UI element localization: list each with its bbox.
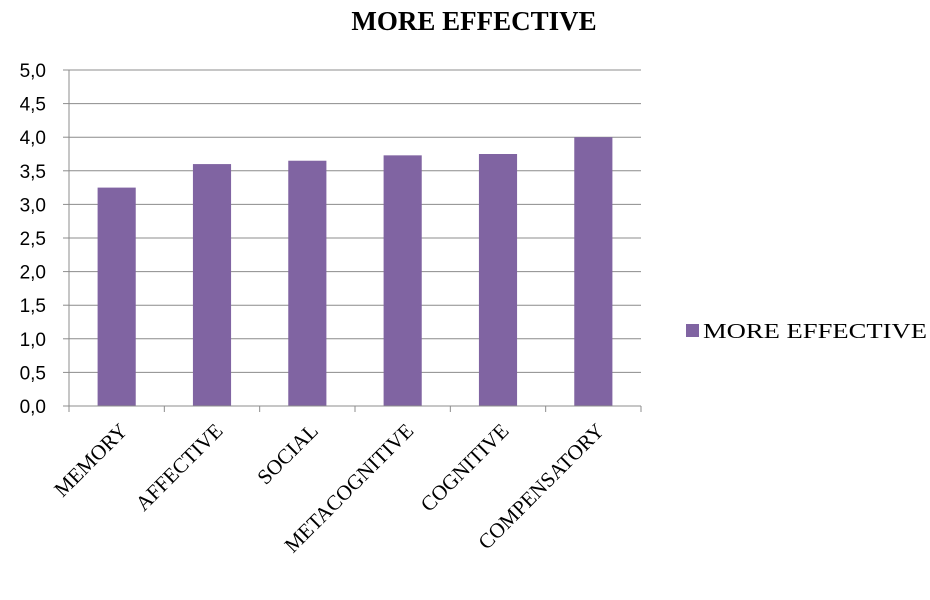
bars: [97, 137, 613, 406]
y-tick-label: 3,0: [20, 195, 46, 216]
bar-memory: [97, 187, 136, 406]
legend: MORE EFFECTIVE: [686, 319, 927, 343]
bar-social: [288, 160, 327, 406]
y-tick-label: 0,5: [20, 363, 46, 384]
legend-label: MORE EFFECTIVE: [703, 319, 927, 343]
bar-compensatory: [574, 137, 613, 406]
chart-title: MORE EFFECTIVE: [351, 6, 596, 36]
y-axis-ticks: 0,0 0,5 1,0 1,5 2,0 2,5 3,0 3,5 4,0 4,5 5,0: [20, 61, 46, 418]
bar-metacognitive: [383, 155, 422, 406]
y-tick-label: 1,5: [20, 296, 46, 317]
bar-cognitive: [478, 154, 518, 406]
axes: [68, 70, 642, 412]
gridlines: [63, 69, 641, 407]
x-tick-label: COGNITIVE: [416, 419, 514, 517]
y-tick-label: 0,0: [20, 397, 46, 418]
x-tick-label: MEMORY: [49, 419, 132, 502]
bar-affective: [192, 164, 232, 406]
y-tick-label: 2,0: [20, 263, 46, 284]
y-tick-label: 4,0: [20, 128, 46, 149]
x-tick-label: SOCIAL: [252, 419, 323, 490]
y-tick-label: 1,0: [20, 330, 46, 351]
y-tick-label: 3,5: [20, 162, 46, 183]
x-tick-label: AFFECTIVE: [131, 419, 228, 516]
y-tick-label: 4,5: [20, 95, 46, 116]
y-tick-label: 5,0: [20, 61, 46, 82]
legend-swatch: [686, 324, 699, 337]
y-tick-label: 2,5: [20, 229, 46, 250]
